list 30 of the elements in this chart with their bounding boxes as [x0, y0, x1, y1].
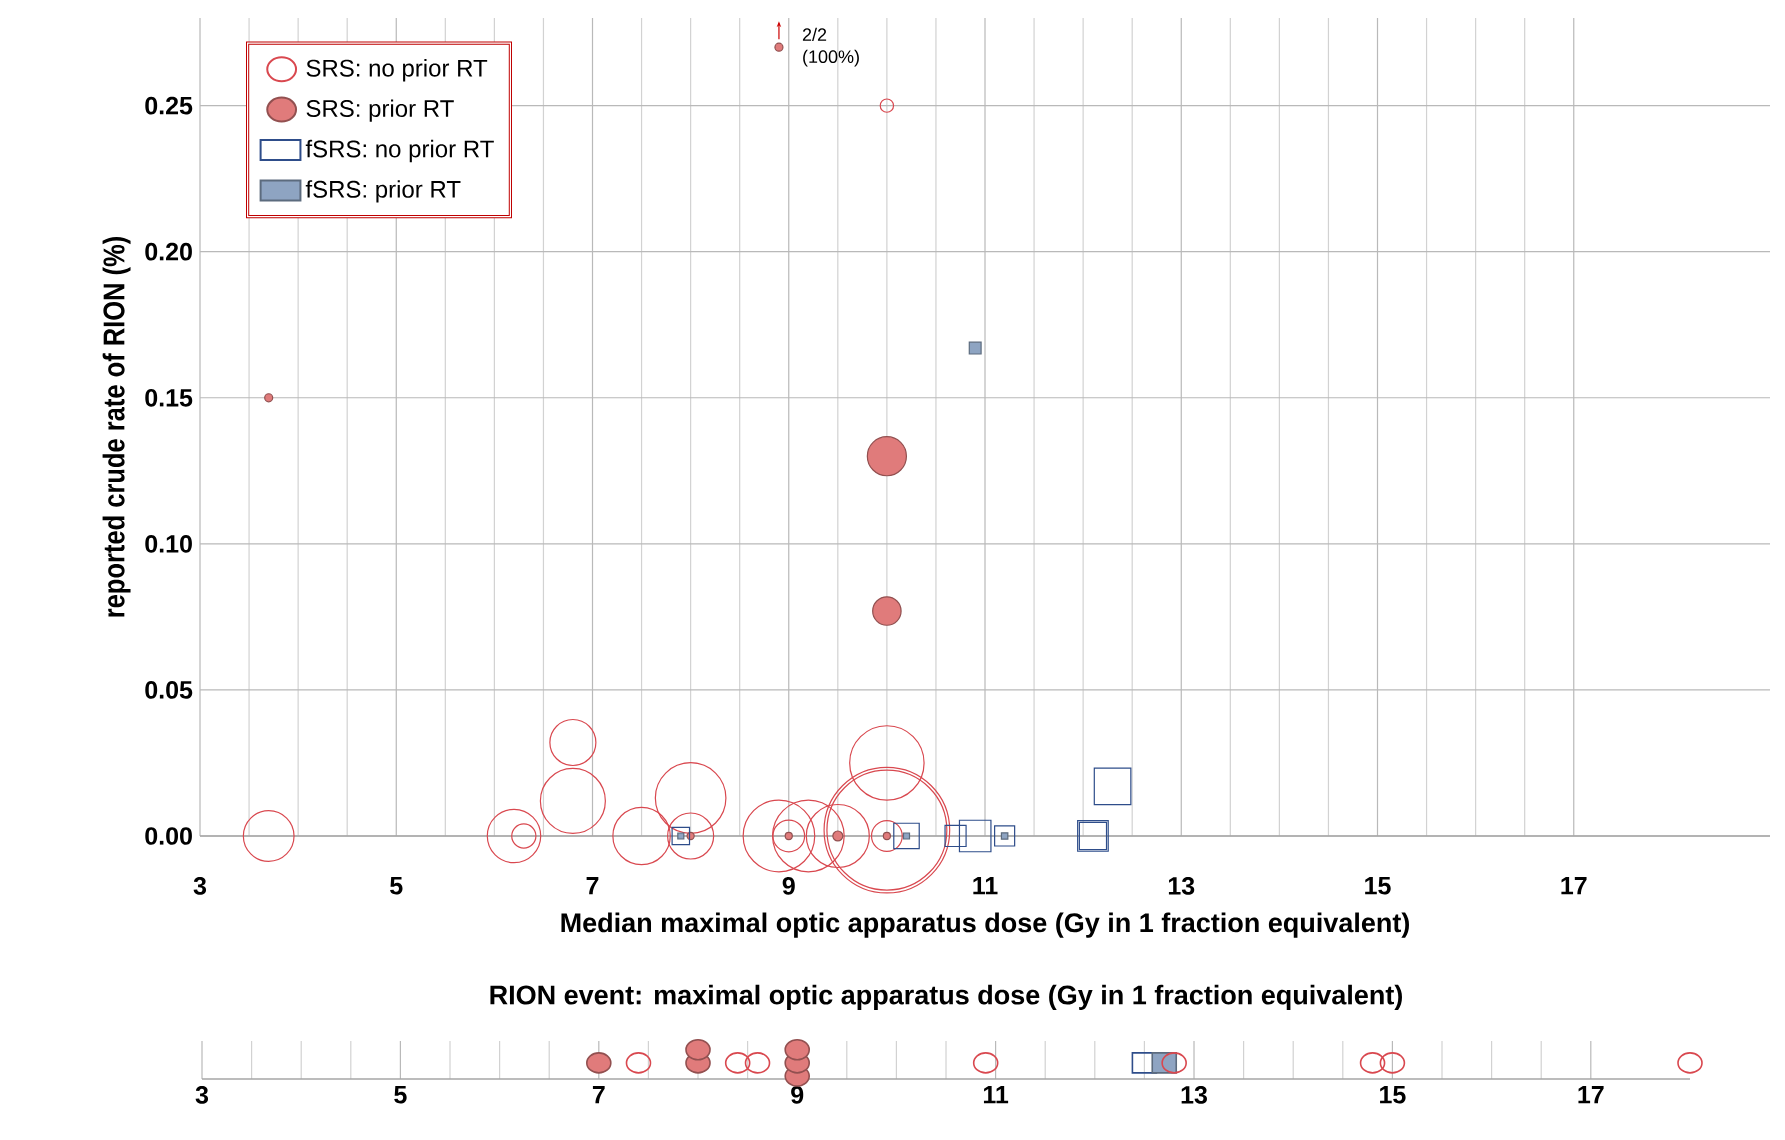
- y-tick-label: 0.15: [145, 388, 193, 407]
- x-tick-label: 17: [1578, 1086, 1604, 1104]
- legend-label: fSRS: prior RT: [305, 180, 461, 203]
- x-axis-title: Median maximal optic apparatus dose (Gy in 1 fraction equivalent): [561, 912, 1409, 938]
- annotation: 2/2 (100%): [802, 27, 859, 67]
- x-tick-label: 17: [1561, 877, 1587, 895]
- x-tick-label: 13: [1181, 1086, 1207, 1104]
- x-tick-label: 11: [973, 877, 998, 895]
- x-tick-label: 11: [983, 1086, 1009, 1104]
- y-tick-label: 0.25: [145, 96, 193, 115]
- y-tick-label: 0.00: [145, 827, 192, 845]
- x-tick-label: 7: [592, 1086, 605, 1104]
- x-tick-label: 3: [193, 877, 207, 895]
- y-axis-title: reported crude rate of RION (%): [102, 237, 131, 617]
- y-tick-label: 0.10: [145, 535, 192, 553]
- x-tick-label: 3: [195, 1086, 209, 1104]
- legend-label: SRS: no prior RT: [306, 59, 488, 82]
- x-tick-label: 15: [1365, 877, 1391, 895]
- x-tick-label: 7: [586, 877, 599, 895]
- x-tick-label: 5: [390, 877, 403, 895]
- x-tick-label: 13: [1168, 877, 1195, 895]
- x-tick-label: 5: [394, 1086, 407, 1104]
- legend-label: fSRS: no prior RT: [305, 139, 494, 163]
- x-tick-label: 9: [791, 1086, 804, 1104]
- legend-label: SRS: prior RT: [306, 99, 454, 122]
- x-tick-label: 15: [1380, 1086, 1406, 1104]
- y-tick-label: 0.20: [145, 242, 192, 261]
- y-tick-label: 0.05: [145, 681, 193, 699]
- chart-title: RION event: maximal optic apparatus dose (Gy in 1 fraction equivalent): [490, 984, 1402, 1010]
- x-tick-label: 9: [782, 877, 795, 895]
